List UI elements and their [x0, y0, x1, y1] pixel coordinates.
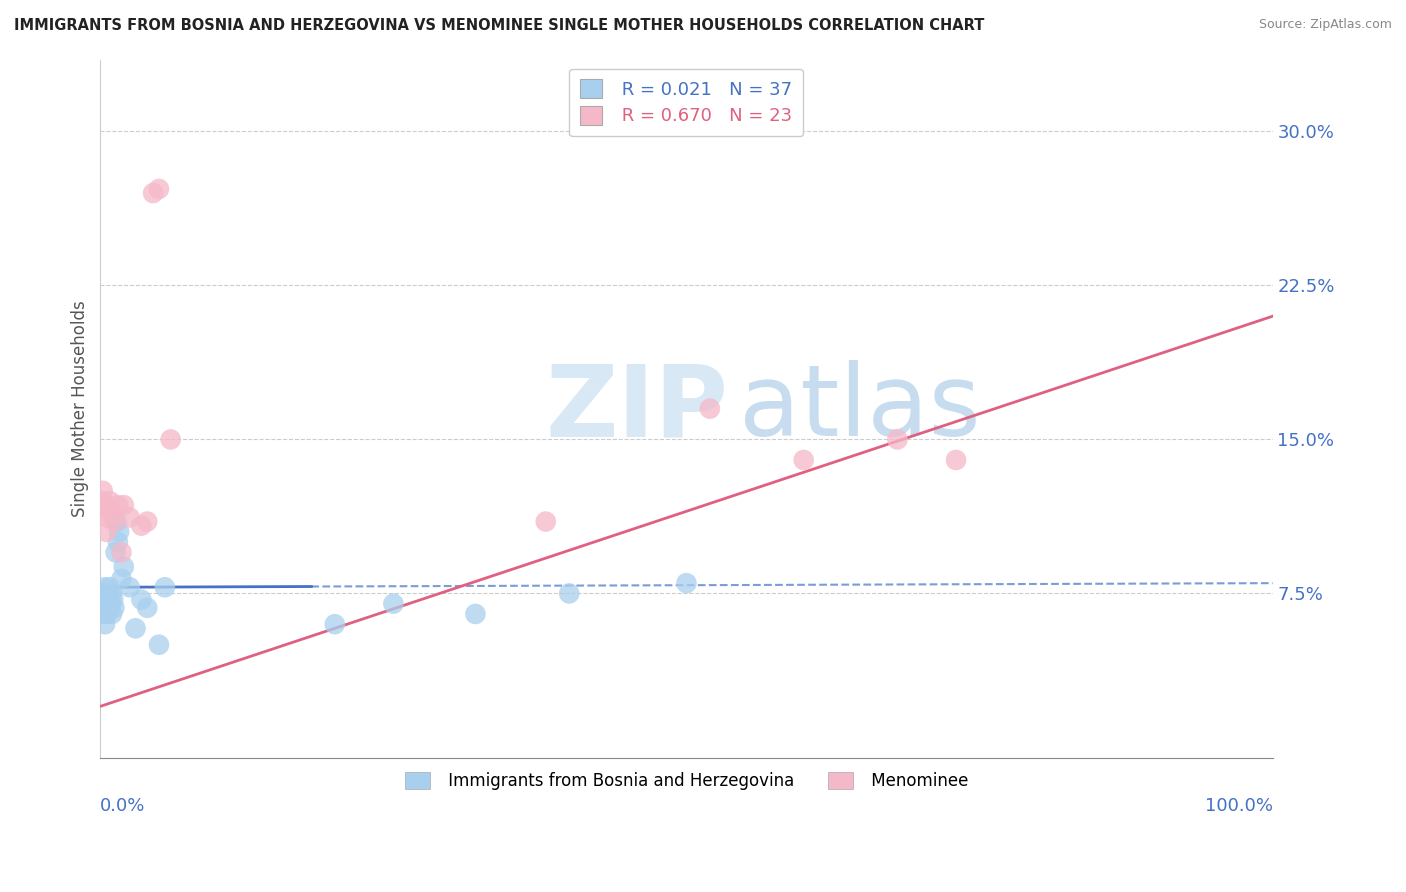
- Point: [100, 597, 122, 611]
- Point: [101, 607, 124, 621]
- Point: [93, 504, 115, 518]
- Point: [107, 498, 129, 512]
- Point: [104, 545, 127, 559]
- Point: [534, 515, 557, 529]
- Point: [103, 592, 125, 607]
- Point: [97, 586, 120, 600]
- Point: [136, 515, 159, 529]
- Point: [98, 600, 121, 615]
- Point: [98, 494, 121, 508]
- Point: [96, 510, 118, 524]
- Point: [91, 607, 114, 621]
- Point: [148, 182, 170, 196]
- Point: [98, 580, 121, 594]
- Point: [110, 545, 132, 559]
- Point: [558, 586, 581, 600]
- Point: [112, 498, 135, 512]
- Point: [159, 433, 181, 447]
- Point: [96, 607, 118, 621]
- Point: [131, 518, 153, 533]
- Legend:  Immigrants from Bosnia and Herzegovina,  Menominee: Immigrants from Bosnia and Herzegovina, …: [396, 764, 977, 798]
- Point: [103, 600, 125, 615]
- Point: [90, 597, 112, 611]
- Point: [142, 186, 165, 200]
- Point: [136, 600, 159, 615]
- Text: ZIP: ZIP: [546, 360, 728, 457]
- Y-axis label: Single Mother Households: Single Mother Households: [72, 301, 89, 517]
- Point: [90, 494, 112, 508]
- Point: [131, 592, 153, 607]
- Point: [886, 433, 908, 447]
- Point: [94, 498, 117, 512]
- Point: [153, 580, 176, 594]
- Point: [945, 453, 967, 467]
- Point: [91, 586, 114, 600]
- Point: [464, 607, 486, 621]
- Point: [96, 597, 118, 611]
- Text: IMMIGRANTS FROM BOSNIA AND HERZEGOVINA VS MENOMINEE SINGLE MOTHER HOUSEHOLDS COR: IMMIGRANTS FROM BOSNIA AND HERZEGOVINA V…: [14, 18, 984, 33]
- Point: [96, 524, 118, 539]
- Point: [108, 524, 131, 539]
- Point: [93, 600, 115, 615]
- Point: [110, 572, 132, 586]
- Point: [124, 621, 146, 635]
- Point: [112, 559, 135, 574]
- Point: [118, 510, 141, 524]
- Point: [101, 586, 124, 600]
- Point: [107, 535, 129, 549]
- Point: [94, 580, 117, 594]
- Point: [105, 515, 128, 529]
- Point: [118, 580, 141, 594]
- Point: [699, 401, 721, 416]
- Point: [793, 453, 815, 467]
- Point: [91, 483, 114, 498]
- Point: [97, 592, 120, 607]
- Point: [323, 617, 346, 632]
- Point: [675, 576, 697, 591]
- Text: 0.0%: 0.0%: [100, 797, 146, 814]
- Text: 100.0%: 100.0%: [1205, 797, 1272, 814]
- Point: [94, 617, 117, 632]
- Point: [382, 597, 405, 611]
- Text: Source: ZipAtlas.com: Source: ZipAtlas.com: [1258, 18, 1392, 31]
- Point: [148, 638, 170, 652]
- Point: [103, 515, 125, 529]
- Point: [96, 600, 118, 615]
- Point: [101, 504, 124, 518]
- Text: atlas: atlas: [740, 360, 981, 457]
- Point: [93, 592, 115, 607]
- Point: [96, 592, 118, 607]
